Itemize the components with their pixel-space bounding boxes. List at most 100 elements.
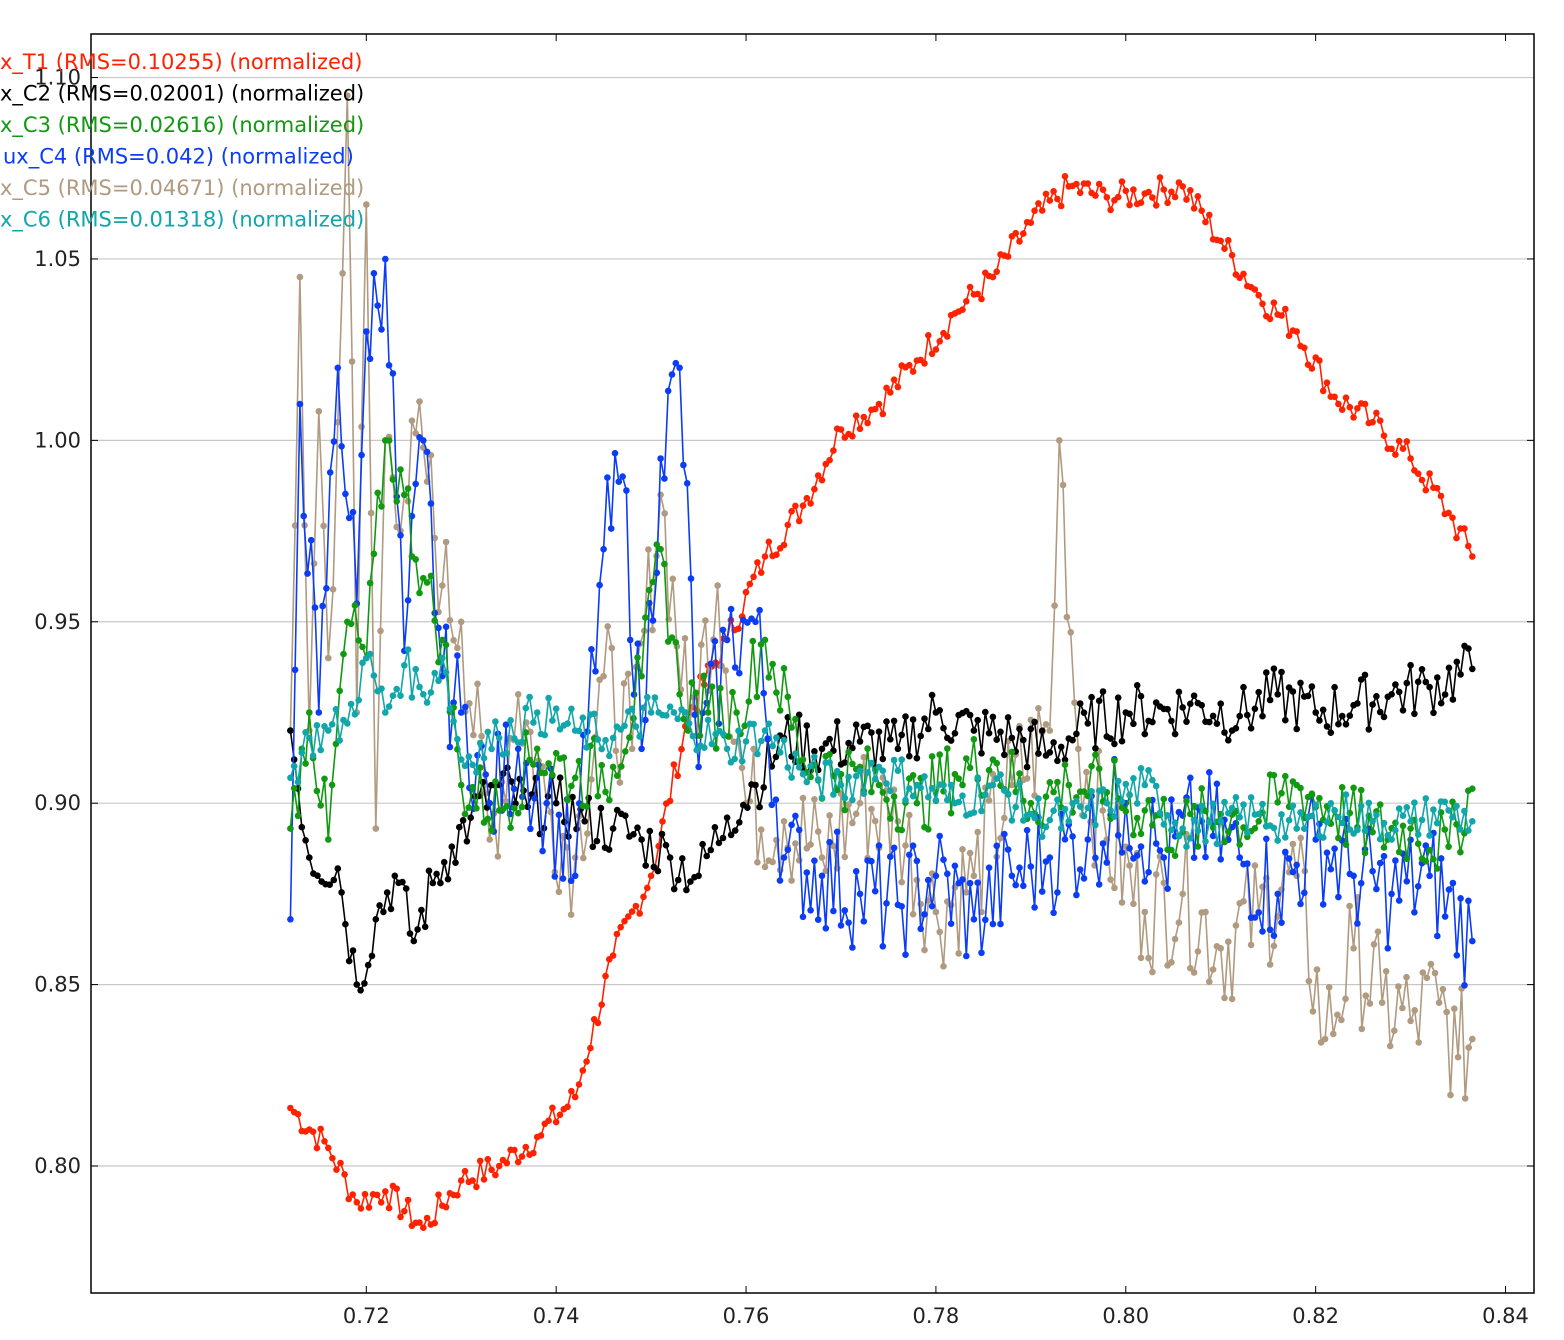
- data-point: [1369, 701, 1376, 708]
- data-point: [1057, 202, 1065, 210]
- data-point: [1084, 720, 1092, 727]
- data-point: [1316, 357, 1323, 364]
- data-point: [1213, 780, 1221, 788]
- data-point: [780, 818, 788, 825]
- data-point: [378, 326, 385, 333]
- data-point: [372, 916, 380, 923]
- data-point: [612, 747, 620, 755]
- data-point: [1133, 682, 1141, 689]
- data-point: [298, 823, 306, 831]
- data-point: [1297, 679, 1304, 687]
- data-point: [1149, 718, 1156, 726]
- data-point: [1061, 805, 1069, 813]
- data-point: [1386, 1042, 1394, 1050]
- data-point: [1422, 858, 1430, 865]
- data-point: [707, 846, 715, 854]
- data-point: [325, 654, 332, 662]
- data-point: [1255, 818, 1262, 825]
- data-point: [630, 831, 637, 838]
- legend: x_T1 (RMS=0.10255) (normalized) x_C2 (RMS…: [0, 50, 364, 233]
- data-point: [1312, 709, 1319, 716]
- data-point: [1403, 804, 1411, 811]
- data-point: [687, 878, 694, 885]
- data-point: [1099, 840, 1107, 847]
- data-point: [1190, 802, 1198, 810]
- data-point: [761, 863, 769, 871]
- data-point: [921, 911, 928, 918]
- data-point: [1441, 826, 1449, 833]
- data-point: [1255, 909, 1262, 916]
- data-point: [609, 763, 617, 771]
- data-point: [1206, 818, 1213, 826]
- data-point: [768, 801, 776, 809]
- data-point: [467, 814, 475, 821]
- data-point: [856, 799, 864, 807]
- data-point: [1411, 799, 1418, 806]
- data-point: [1251, 862, 1259, 869]
- data-point: [622, 748, 629, 755]
- data-point: [309, 752, 317, 759]
- data-point: [1236, 712, 1243, 720]
- data-point: [1107, 735, 1114, 742]
- data-point: [1160, 795, 1168, 803]
- data-point: [1221, 729, 1228, 736]
- data-point: [841, 806, 849, 814]
- data-point: [1225, 737, 1232, 744]
- data-point: [442, 1203, 450, 1211]
- data-point: [970, 872, 978, 880]
- data-point: [925, 826, 932, 833]
- data-point: [524, 803, 531, 811]
- data-point: [826, 838, 833, 846]
- data-point: [909, 842, 917, 849]
- data-point: [674, 876, 682, 884]
- data-point: [701, 744, 708, 751]
- data-point: [1278, 789, 1285, 797]
- data-point: [1392, 451, 1399, 458]
- data-point: [431, 1219, 439, 1227]
- data-point: [469, 761, 476, 769]
- data-point: [852, 868, 860, 875]
- data-point: [1327, 865, 1335, 873]
- data-point: [549, 771, 556, 779]
- data-point: [423, 699, 431, 706]
- data-point: [742, 738, 750, 745]
- data-point: [476, 764, 484, 771]
- data-point: [325, 836, 332, 843]
- data-point: [404, 485, 412, 492]
- data-point: [317, 1125, 325, 1133]
- data-point: [573, 825, 580, 833]
- data-point: [609, 952, 617, 959]
- data-point: [1126, 201, 1133, 209]
- data-point: [624, 670, 632, 678]
- data-point: [668, 371, 676, 378]
- data-point: [1141, 730, 1149, 738]
- data-point: [1270, 665, 1278, 672]
- data-point: [537, 1132, 545, 1139]
- data-point: [1004, 714, 1012, 721]
- data-point: [482, 771, 490, 778]
- data-point: [341, 1171, 348, 1178]
- data-point: [1433, 865, 1441, 872]
- data-point: [507, 824, 514, 831]
- data-point: [913, 754, 921, 762]
- data-point: [1076, 189, 1084, 197]
- data-point: [921, 715, 928, 722]
- data-point: [302, 760, 309, 767]
- data-point: [492, 1171, 499, 1179]
- data-point: [1061, 756, 1069, 764]
- data-point: [1319, 387, 1327, 395]
- data-point: [1054, 195, 1061, 203]
- data-point: [459, 817, 467, 824]
- data-point: [541, 731, 549, 739]
- data-point: [1399, 1004, 1406, 1012]
- data-point: [1122, 187, 1130, 195]
- data-point: [1426, 470, 1433, 477]
- data-point: [1202, 908, 1209, 916]
- data-point: [1164, 812, 1171, 819]
- data-point: [1008, 734, 1016, 742]
- data-point: [818, 872, 826, 880]
- data-point: [1035, 200, 1042, 207]
- data-point: [349, 947, 357, 954]
- data-point: [480, 1176, 488, 1183]
- data-point: [1457, 895, 1464, 902]
